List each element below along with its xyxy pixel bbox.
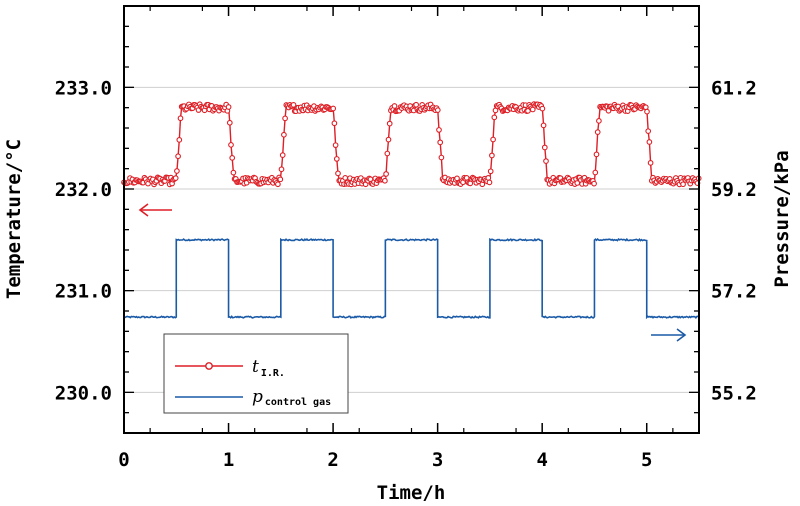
temperature-point (591, 180, 597, 187)
temperature-point (177, 115, 184, 122)
temperature-point (282, 115, 288, 122)
y-right-tick-label: 59.2 (711, 179, 757, 201)
temperature-point (382, 177, 388, 184)
temperature-point (176, 137, 183, 143)
temperature-point (644, 108, 650, 115)
temperature-point (175, 153, 181, 160)
temperature-point (230, 169, 237, 176)
temperature-point (228, 142, 234, 148)
temperature-point (225, 104, 232, 110)
temperature-point (539, 105, 546, 112)
series-pressure (123, 237, 700, 320)
temperature-point (281, 131, 287, 138)
temperature-point (229, 155, 236, 161)
temperature-point (335, 170, 341, 177)
axis-ticks (123, 5, 699, 434)
y-left-tick-label: 232.0 (55, 179, 112, 201)
temperature-point (331, 120, 338, 127)
temperature-point (489, 152, 495, 159)
temperature-point (434, 107, 441, 113)
temperature-point (540, 122, 547, 129)
y-right-tick-label: 57.2 (711, 281, 757, 303)
x-tick-label: 4 (536, 449, 547, 471)
legend-entry-temperature: t I.R. (175, 357, 285, 379)
temperature-point (278, 166, 285, 173)
temperature-point (333, 156, 340, 162)
temperature-point (592, 169, 599, 176)
y-left-axis-title: Temperature/°C (3, 139, 25, 299)
temperature-point (330, 105, 337, 112)
temperature-line (123, 102, 700, 187)
temperature-point (490, 136, 496, 143)
temperature-point (543, 158, 549, 164)
temperature-point (594, 129, 601, 135)
temperature-point (277, 176, 284, 183)
x-tick-label: 2 (327, 449, 338, 471)
temperature-point (275, 181, 281, 188)
left-axis-arrow-icon (138, 203, 172, 217)
legend: t I.R. p control gas (163, 333, 349, 414)
temperature-point (646, 139, 653, 145)
temperature-point (525, 108, 531, 114)
temperature-point (487, 168, 494, 175)
temperature-point (645, 128, 652, 135)
pressure-line (123, 237, 700, 320)
temperature-point (226, 119, 233, 126)
temperature-point (436, 127, 442, 133)
y-right-tick-label: 55.2 (711, 382, 757, 404)
temperature-point (680, 181, 686, 188)
y-right-axis-title: Pressure/kPa (771, 150, 793, 287)
legend-sub-temperature: I.R. (261, 368, 285, 379)
x-tick-label: 0 (118, 449, 129, 471)
x-tick-label: 5 (641, 449, 652, 471)
temperature-point (391, 103, 398, 109)
x-tick-label: 3 (432, 449, 443, 471)
temperature-point (647, 160, 654, 166)
x-axis-title: Time/h (377, 482, 446, 504)
legend-sub-pressure: control gas (265, 397, 331, 408)
temperature-point (290, 102, 297, 108)
temperature-point (386, 120, 393, 127)
x-tick-label: 1 (223, 449, 234, 471)
temperature-point (383, 171, 389, 177)
temperature-point (437, 139, 444, 146)
temperature-point (332, 142, 339, 149)
temperature-point (467, 180, 474, 187)
temperature-point (486, 179, 493, 186)
legend-box (163, 333, 349, 414)
temperature-point (454, 175, 460, 182)
y-right-tick-label: 61.2 (711, 77, 757, 99)
temperature-point (541, 144, 548, 151)
temperature-point (279, 152, 286, 158)
y-left-tick-label: 231.0 (55, 281, 112, 303)
temperature-point (342, 175, 349, 181)
temperature-point (596, 117, 602, 124)
temperature-point (384, 150, 391, 157)
right-axis-arrow-icon (651, 328, 687, 342)
temperature-point (485, 174, 492, 181)
temperature-point (438, 154, 445, 161)
legend-label-temperature: t (252, 357, 259, 377)
temperature-point (491, 114, 498, 121)
temperature-point (385, 136, 392, 143)
grid-lines (124, 86, 699, 393)
legend-entry-pressure: p control gas (175, 387, 331, 408)
axis-tick-labels: 0 1 2 3 4 5 230.0 231.0 232.0 233.0 55.2 57.2 59.2 61… (55, 77, 757, 471)
series-temperature (121, 101, 702, 188)
temperature-point (593, 151, 600, 158)
temperature-point (413, 101, 420, 108)
y-left-tick-label: 233.0 (55, 77, 112, 99)
legend-label-pressure: p (252, 387, 263, 407)
svg-text:tI.R.: t I.R. (252, 357, 285, 379)
y-left-tick-label: 230.0 (55, 382, 112, 404)
temperature-point (172, 175, 179, 181)
temperature-point (174, 168, 180, 174)
